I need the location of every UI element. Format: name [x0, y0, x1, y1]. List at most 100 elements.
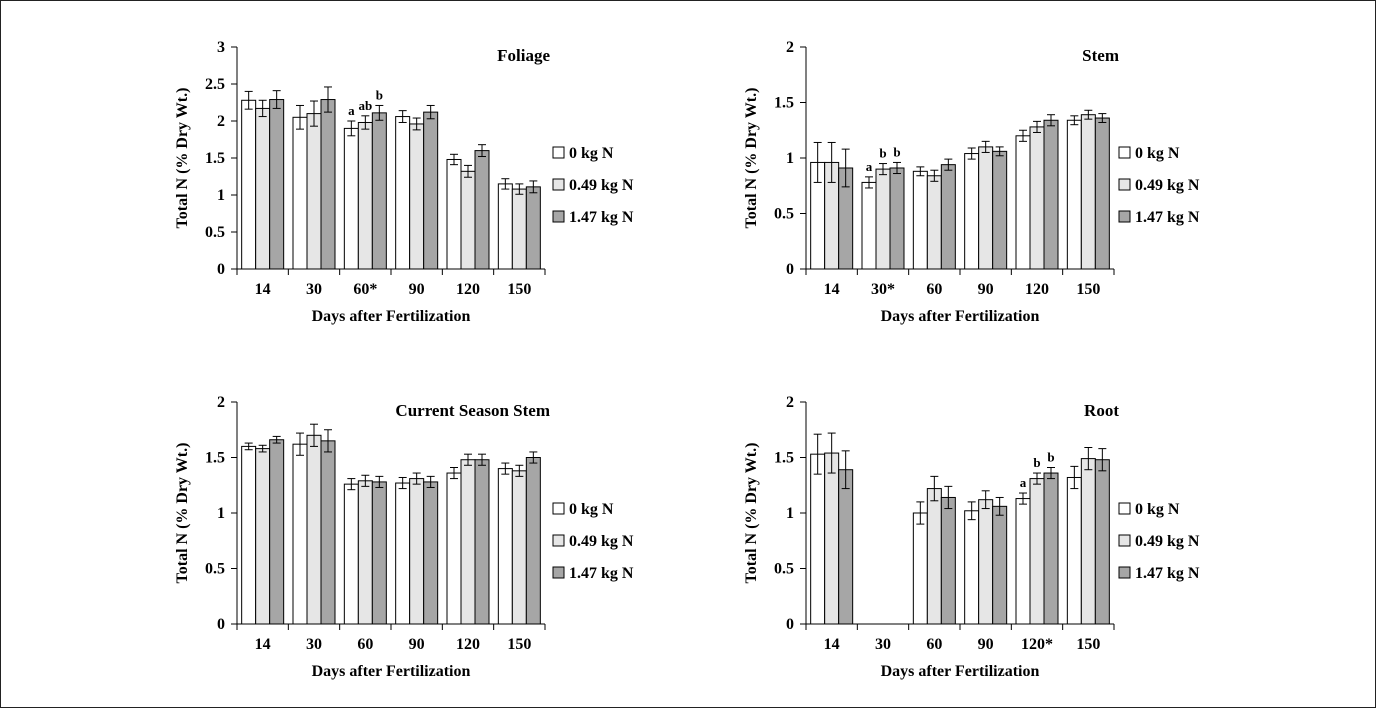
bar: [978, 146, 994, 270]
bar: [1066, 476, 1082, 625]
y-axis-title: Total N (% Dry Wt.): [743, 88, 760, 229]
significance-label: b: [893, 144, 900, 159]
y-axis-title: Total N (% Dry Wt.): [174, 443, 191, 584]
bar: [343, 483, 359, 625]
legend-swatch: [1118, 178, 1131, 191]
y-tick-label: 1.5: [774, 95, 794, 112]
bar: [460, 459, 476, 625]
bar: [861, 181, 877, 270]
x-tick-label: 120: [456, 281, 480, 298]
bar: [912, 170, 928, 270]
x-tick-label: 30: [306, 281, 322, 298]
x-tick-label: 120: [456, 636, 480, 653]
x-tick-label: 30: [875, 636, 891, 653]
y-tick-label: 2: [786, 39, 794, 56]
bar: [371, 112, 387, 270]
x-tick-label: 90: [409, 636, 425, 653]
bar: [940, 496, 956, 625]
y-tick-label: 1: [217, 505, 225, 522]
legend-label: 0.49 kg N: [1135, 533, 1200, 550]
legend-swatch: [552, 566, 565, 579]
bar: [306, 113, 322, 270]
bar: [889, 167, 905, 270]
bar: [409, 478, 425, 625]
bar: [940, 164, 956, 270]
bar: [824, 452, 840, 625]
bar: [446, 472, 462, 625]
y-tick-label: 0: [217, 261, 225, 278]
x-tick-label: 150: [507, 636, 531, 653]
x-axis-title: Days after Fertilization: [312, 308, 471, 325]
bar: [1066, 119, 1082, 270]
x-tick-label: 90: [409, 281, 425, 298]
x-tick-label: 90: [978, 281, 994, 298]
y-tick-label: 0.5: [205, 224, 225, 241]
bar: [320, 440, 336, 625]
y-tick-label: 1: [786, 505, 794, 522]
bar: [497, 468, 513, 625]
bar: [357, 121, 373, 270]
legend-swatch: [1118, 502, 1131, 515]
x-tick-label: 60*: [353, 281, 377, 298]
legend: 0 kg N 0.49 kg N 1.47 kg N: [552, 145, 634, 226]
x-tick-label: 60: [357, 636, 373, 653]
legend-swatch: [1118, 210, 1131, 223]
x-axis-title: Days after Fertilization: [881, 663, 1040, 680]
y-tick-label: 3: [217, 39, 225, 56]
bar: [306, 434, 322, 625]
bar: [1015, 135, 1031, 270]
bar: [964, 153, 980, 270]
legend-swatch: [1118, 146, 1131, 159]
legend-label: 1.47 kg N: [569, 209, 634, 226]
x-tick-label: 120*: [1021, 636, 1053, 653]
bar: [992, 505, 1008, 625]
chart-title: Root: [1084, 401, 1119, 420]
x-axis-title: Days after Fertilization: [312, 663, 471, 680]
legend-label: 1.47 kg N: [1135, 209, 1200, 226]
legend: 0 kg N 0.49 kg N 1.47 kg N: [1118, 145, 1200, 226]
bar: [395, 116, 411, 270]
bar: [269, 439, 285, 625]
legend: 0 kg N 0.49 kg N 1.47 kg N: [552, 501, 634, 582]
x-tick-label: 150: [507, 281, 531, 298]
bar: [497, 183, 513, 270]
bar: [395, 482, 411, 625]
legend-swatch: [1118, 534, 1131, 547]
bar: [875, 168, 891, 270]
x-tick-label: 90: [978, 636, 994, 653]
bar: [446, 158, 462, 270]
bar: [409, 123, 425, 270]
bar: [423, 481, 439, 625]
y-tick-label: 1: [786, 150, 794, 167]
bar: [474, 459, 490, 625]
bar: [255, 107, 271, 270]
bar: [992, 150, 1008, 270]
bar: [320, 99, 336, 270]
bar: [1080, 458, 1096, 625]
bar: [912, 512, 928, 625]
legend-label: 1.47 kg N: [1135, 565, 1200, 582]
legend-label: 0.49 kg N: [569, 177, 634, 194]
legend-label: 0.49 kg N: [569, 533, 634, 550]
y-tick-label: 2: [217, 394, 225, 411]
bar: [1043, 472, 1059, 625]
x-tick-label: 30*: [871, 281, 895, 298]
significance-label: a: [348, 103, 355, 118]
bar: [1094, 459, 1110, 625]
legend-swatch: [552, 502, 565, 515]
x-tick-label: 14: [824, 636, 840, 653]
x-tick-label: 60: [926, 281, 942, 298]
significance-label: b: [879, 146, 886, 161]
y-tick-label: 0: [786, 616, 794, 633]
bar: [1029, 478, 1045, 625]
significance-label: b: [1047, 449, 1054, 464]
bar: [525, 457, 541, 625]
y-tick-label: 0.5: [774, 206, 794, 223]
legend-swatch: [552, 146, 565, 159]
bar: [525, 186, 541, 270]
x-tick-label: 14: [255, 636, 271, 653]
y-tick-label: 1.5: [774, 450, 794, 467]
